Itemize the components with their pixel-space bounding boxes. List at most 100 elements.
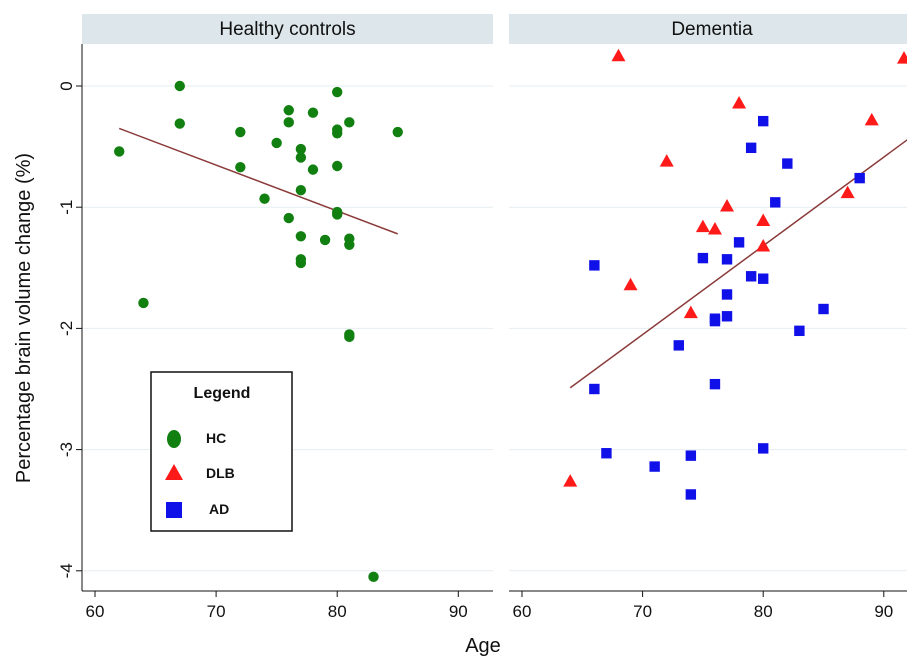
- hc-point: [295, 152, 307, 163]
- legend: Legend HC DLB AD: [150, 371, 293, 532]
- x-axis-ticks-healthy: 60 70 80 90: [86, 591, 468, 621]
- hc-point: [235, 162, 246, 173]
- x-tick-label: 60: [86, 602, 105, 621]
- legend-square-marker: [166, 502, 182, 518]
- legend-circle-marker: [167, 430, 181, 448]
- ad-point: [721, 254, 733, 265]
- y-tick-label: 0: [57, 81, 76, 90]
- hc-point: [271, 137, 282, 149]
- ad-point: [721, 289, 733, 300]
- hc-point: [332, 160, 343, 172]
- ad-point: [745, 142, 757, 154]
- ad-point: [758, 443, 769, 454]
- points-healthy: [114, 80, 403, 583]
- ad-point: [745, 271, 757, 282]
- x-axis-ticks-dementia: 60 70 80 90: [513, 591, 893, 621]
- ad-point: [685, 450, 697, 461]
- hc-point: [295, 257, 307, 269]
- ad-point: [733, 237, 745, 248]
- hc-point: [392, 126, 403, 138]
- hc-point: [235, 126, 246, 138]
- legend-label-ad: AD: [209, 501, 229, 517]
- fit-line-healthy: [118, 127, 399, 235]
- ad-point: [589, 383, 600, 395]
- ad-point: [721, 311, 733, 322]
- x-tick-label: 80: [328, 602, 347, 621]
- fit-line: [569, 139, 907, 389]
- hc-point: [332, 86, 343, 98]
- x-tick-label: 70: [207, 602, 226, 621]
- hc-point: [259, 193, 270, 204]
- fit-line: [118, 127, 399, 235]
- hc-point: [307, 164, 319, 175]
- dlb-point: [840, 185, 855, 199]
- hc-point: [295, 185, 307, 196]
- hc-point: [174, 80, 185, 92]
- hc-point: [295, 143, 307, 155]
- hc-point: [295, 231, 307, 242]
- hc-point: [283, 212, 294, 224]
- panel-strip-healthy: [82, 14, 493, 44]
- dlb-point: [695, 219, 710, 233]
- ad-point: [818, 303, 829, 315]
- ad-point: [709, 315, 721, 327]
- dlb-point: [659, 154, 674, 167]
- ad-point: [697, 252, 709, 264]
- hc-point: [344, 117, 355, 128]
- dlb-point: [623, 277, 638, 291]
- y-axis-ticks: 0 -1 -2 -3 -4: [57, 81, 82, 578]
- dlb-point: [563, 474, 578, 487]
- x-tick-label: 60: [513, 602, 532, 621]
- y-tick-label: -4: [57, 563, 76, 578]
- dlb-point: [732, 95, 747, 109]
- y-tick-label: -1: [57, 200, 76, 215]
- hc-point: [332, 128, 343, 139]
- hc-point: [344, 239, 355, 250]
- gridlines-dementia: [509, 85, 907, 572]
- ad-point: [601, 448, 612, 459]
- plot-area-dementia: [509, 44, 907, 591]
- dlb-point: [756, 213, 771, 227]
- hc-point: [114, 146, 125, 157]
- x-tick-label: 80: [754, 602, 773, 621]
- dlb-point: [864, 112, 879, 126]
- dlb-point: [683, 305, 698, 319]
- ad-point: [854, 172, 865, 184]
- dlb-point: [611, 48, 626, 62]
- y-tick-label: -3: [57, 442, 76, 457]
- x-tick-label: 90: [449, 602, 468, 621]
- hc-point: [307, 107, 319, 118]
- dlb-point: [720, 198, 735, 212]
- fit-line-dementia: [569, 139, 907, 389]
- y-tick-label: -2: [57, 321, 76, 336]
- dlb-point: [707, 222, 722, 235]
- ad-point: [794, 325, 805, 337]
- hc-point: [283, 117, 294, 128]
- ad-point: [673, 340, 684, 351]
- x-tick-label: 70: [633, 602, 652, 621]
- hc-point: [368, 571, 379, 583]
- dlb-point: [756, 238, 771, 252]
- ad-point: [758, 115, 769, 127]
- x-tick-label: 90: [874, 602, 893, 621]
- hc-point: [138, 297, 149, 309]
- y-axis-title: Percentage brain volume change (%): [13, 153, 35, 483]
- legend-title: Legend: [194, 385, 251, 402]
- hc-point: [174, 118, 185, 129]
- hc-point: [319, 234, 331, 246]
- dlb-point: [897, 51, 907, 64]
- hc-point: [332, 209, 343, 220]
- points-dementia: [563, 48, 907, 500]
- ad-point: [589, 260, 600, 271]
- panel-title-healthy: Healthy controls: [219, 19, 355, 40]
- ad-point: [782, 158, 793, 169]
- panel-title-dementia: Dementia: [671, 19, 753, 40]
- legend-label-hc: HC: [206, 430, 226, 446]
- x-axis-title: Age: [465, 635, 501, 656]
- ad-point: [649, 461, 660, 472]
- panel-strip-dementia: [509, 14, 907, 44]
- ad-point: [770, 197, 781, 208]
- ad-point: [758, 273, 769, 284]
- hc-point: [344, 331, 355, 343]
